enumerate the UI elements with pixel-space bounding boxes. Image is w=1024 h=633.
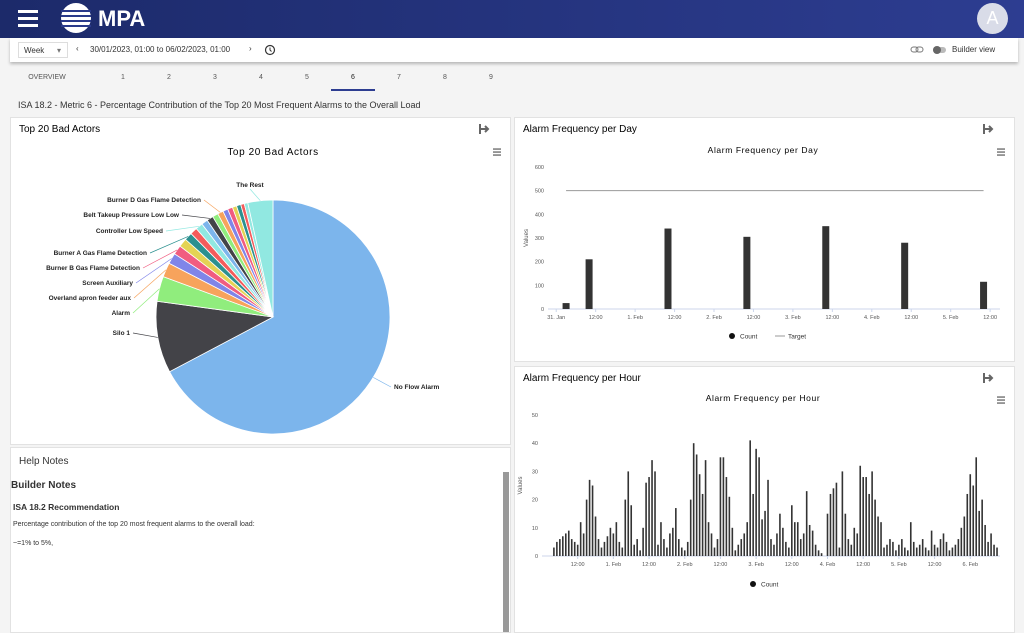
prev[interactable]: ‹ — [76, 44, 79, 53]
hour-panel — [514, 366, 1015, 633]
period: Week — [24, 46, 45, 55]
help-title: Help Notes — [19, 456, 69, 467]
help-heading: Builder Notes — [11, 480, 77, 491]
tab[interactable]: 6 — [351, 74, 355, 81]
help-note: ~=1% to 5%, — [13, 540, 54, 547]
tab[interactable]: 2 — [167, 74, 171, 81]
logo-icon — [61, 3, 91, 33]
clock-icon[interactable] — [264, 44, 276, 56]
menu-icon[interactable] — [16, 0, 56, 38]
day-panel — [514, 117, 1015, 362]
builder-view: Builder view — [952, 45, 996, 54]
help-panel: Help Notes Builder Notes ISA 18.2 Recomm… — [10, 447, 511, 633]
toggle[interactable] — [932, 45, 948, 55]
header: MPA A — [0, 0, 1024, 38]
tab[interactable]: OVERVIEW — [28, 74, 66, 81]
tab[interactable]: 9 — [489, 74, 493, 81]
tab[interactable]: 1 — [121, 74, 125, 81]
help-subheading: ISA 18.2 Recommendation — [13, 502, 120, 512]
tab[interactable]: 7 — [397, 74, 401, 81]
next[interactable]: › — [249, 44, 252, 53]
avatar[interactable]: A — [977, 3, 1008, 34]
date-range: 30/01/2023, 01:00 to 06/02/2023, 01:00 — [90, 45, 231, 54]
page-title: ISA 18.2 - Metric 6 - Percentage Contrib… — [18, 100, 421, 110]
link-icon[interactable] — [910, 45, 924, 55]
logo: MPA — [98, 6, 146, 31]
tab[interactable]: 8 — [443, 74, 447, 81]
tab-underline — [331, 89, 375, 91]
pie-panel — [10, 117, 511, 445]
help-text: Percentage contribution of the top 20 mo… — [13, 521, 255, 528]
tab[interactable]: 5 — [305, 74, 309, 81]
toolbar: Week ▾ ‹ 30/01/2023, 01:00 to 06/02/2023,… — [10, 38, 1018, 62]
tab[interactable]: 3 — [213, 74, 217, 81]
tab-bar: OVERVIEW 1 2 3 4 5 6 7 8 9 — [0, 64, 1024, 92]
tab[interactable]: 4 — [259, 74, 263, 81]
scrollbar[interactable] — [503, 472, 509, 632]
period-select[interactable]: Week ▾ — [18, 42, 68, 58]
